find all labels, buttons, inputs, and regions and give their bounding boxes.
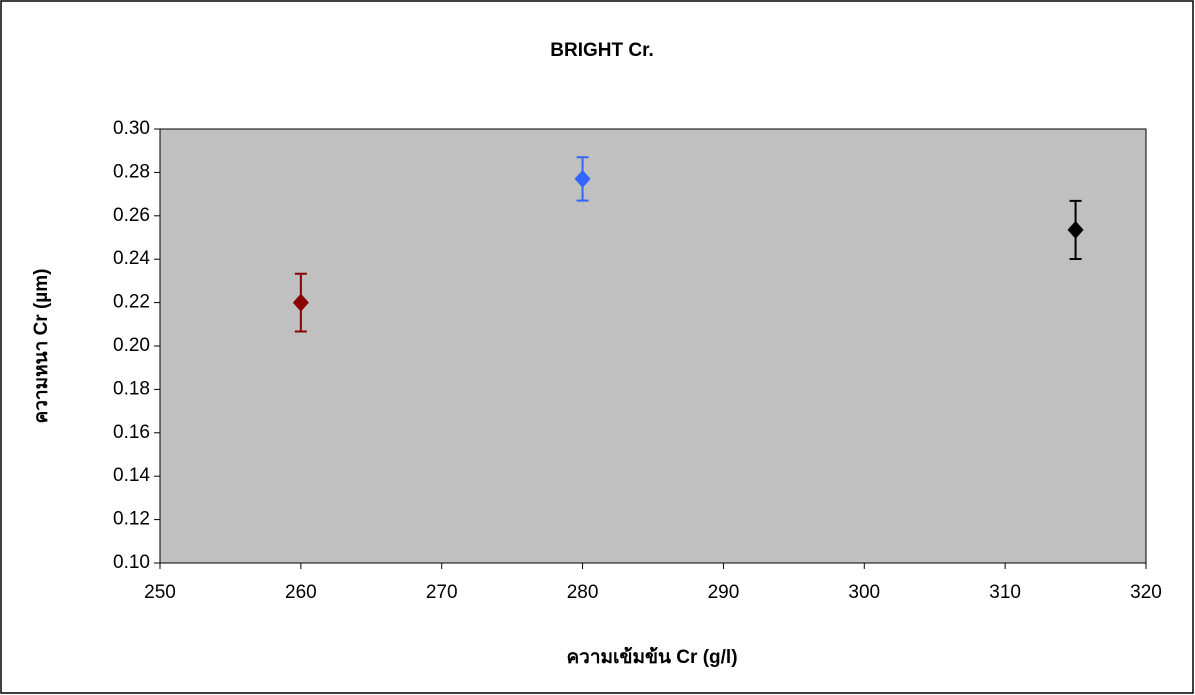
x-tick-label: 270 — [426, 582, 458, 603]
y-tick-label: 0.30 — [113, 118, 150, 139]
x-tick-label: 280 — [567, 582, 599, 603]
x-axis-label: ความเข้มข้น Cr (g/l) — [566, 646, 737, 668]
data-point — [292, 293, 309, 312]
y-tick-label: 0.26 — [113, 205, 150, 226]
y-tick-label: 0.14 — [113, 465, 150, 486]
data-point — [574, 169, 591, 188]
data-point — [1067, 220, 1084, 239]
x-tick-label: 260 — [285, 582, 317, 603]
y-tick-label: 0.28 — [113, 161, 150, 182]
y-tick-label: 0.20 — [113, 335, 150, 356]
x-tick-label: 320 — [1130, 582, 1162, 603]
chart-title: BRIGHT Cr. — [550, 40, 653, 61]
plot-area — [159, 128, 1147, 564]
x-tick-label: 310 — [989, 582, 1021, 603]
y-axis-label: ความหนา Cr (µm) — [31, 269, 52, 424]
x-tick-label: 290 — [708, 582, 740, 603]
y-tick-label: 0.12 — [113, 509, 150, 530]
y-tick-label: 0.22 — [113, 292, 150, 313]
y-tick-label: 0.18 — [113, 378, 150, 399]
x-tick-label: 250 — [144, 582, 176, 603]
y-tick-label: 0.10 — [113, 552, 150, 573]
y-tick-label: 0.16 — [113, 422, 150, 443]
x-tick-label: 300 — [848, 582, 880, 603]
y-tick-label: 0.24 — [113, 248, 150, 269]
